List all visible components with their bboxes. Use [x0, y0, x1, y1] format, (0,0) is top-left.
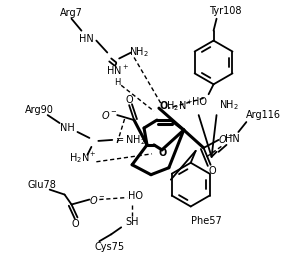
Text: HN: HN	[225, 134, 240, 144]
Text: NH: NH	[60, 123, 75, 133]
Text: O: O	[125, 95, 133, 105]
Text: HO: HO	[192, 97, 207, 107]
Text: O: O	[72, 219, 79, 229]
Text: Arg7: Arg7	[60, 8, 82, 18]
Text: HN$^+$: HN$^+$	[106, 64, 129, 77]
Text: HN: HN	[79, 34, 94, 44]
Text: Cys75: Cys75	[94, 242, 124, 252]
Text: $O^-$: $O^-$	[89, 194, 106, 206]
Text: H$_2$N$^+$: H$_2$N$^+$	[166, 98, 194, 112]
Text: NH$_2$: NH$_2$	[129, 46, 149, 59]
Text: Tyr108: Tyr108	[209, 6, 241, 16]
Text: O: O	[209, 166, 216, 176]
Text: H: H	[114, 78, 120, 87]
Text: Phe57: Phe57	[191, 216, 222, 226]
Text: O: O	[160, 101, 168, 111]
Text: Arg90: Arg90	[25, 105, 54, 115]
Text: HO: HO	[128, 191, 143, 200]
Text: O: O	[159, 148, 167, 158]
Text: $=$NH$_2$: $=$NH$_2$	[114, 133, 146, 147]
Text: $O^-$: $O^-$	[218, 133, 235, 145]
Text: SH: SH	[125, 217, 139, 227]
Text: $O^-$: $O^-$	[101, 109, 118, 121]
Text: Arg116: Arg116	[246, 110, 281, 120]
Text: NH$_2$: NH$_2$	[219, 98, 238, 112]
Text: H$_2$N$^+$: H$_2$N$^+$	[69, 150, 96, 165]
Text: Glu78: Glu78	[28, 180, 57, 190]
